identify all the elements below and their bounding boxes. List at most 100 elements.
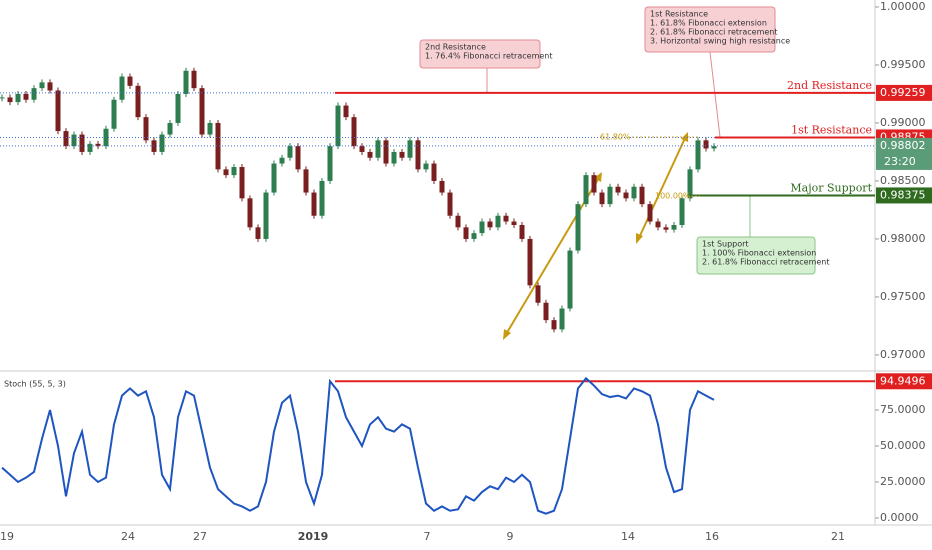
candle [623, 192, 629, 199]
x-tick-label: 7 [424, 530, 431, 543]
candle [511, 221, 517, 226]
candle [215, 122, 221, 170]
candle [455, 215, 461, 228]
candle [207, 122, 213, 135]
candle [519, 225, 525, 239]
candle [599, 192, 605, 205]
x-tick-label: 19 [0, 530, 14, 543]
candle [423, 163, 429, 170]
candle [63, 131, 69, 147]
candle [303, 169, 309, 193]
annotation-text: 2. 61.8% Fibonacci retracement [702, 258, 830, 267]
annotation-text: 1. 76.4% Fibonacci retracement [425, 52, 553, 61]
y-tick-label: 0.97500 [880, 290, 926, 303]
candle [647, 204, 653, 222]
candle [79, 134, 85, 152]
candle [39, 82, 45, 89]
annotation-text: 1. 61.8% Fibonacci extension [650, 19, 767, 28]
candle [87, 143, 93, 152]
candle [127, 76, 133, 86]
candle [359, 146, 365, 152]
candle [95, 143, 101, 147]
y-tick-label: 0.99000 [880, 116, 926, 129]
candle [383, 140, 389, 164]
candle [351, 117, 357, 147]
stoch-level-value: 94.9496 [880, 374, 926, 387]
x-tick-label: 21 [831, 530, 845, 543]
candle [639, 186, 645, 205]
candle [575, 204, 581, 251]
candle [311, 192, 317, 216]
candle [463, 227, 469, 239]
y-tick-label: 0.99500 [880, 58, 926, 71]
annotation-pointer [709, 51, 721, 138]
candle [135, 85, 141, 118]
candle [279, 157, 285, 164]
x-tick-label: 2019 [298, 530, 329, 543]
candle [143, 117, 149, 141]
level-box [876, 187, 932, 204]
x-tick-label: 14 [621, 530, 635, 543]
candle [263, 192, 269, 239]
candle [343, 105, 349, 118]
candle [415, 140, 421, 170]
candle [119, 76, 125, 100]
candle [407, 140, 413, 158]
candle [335, 105, 341, 147]
stoch-level-box [876, 373, 932, 390]
x-tick-label: 24 [121, 530, 135, 543]
candle [391, 151, 397, 164]
candle [471, 233, 477, 239]
annotation-text: 1st Resistance [650, 10, 708, 19]
candle [535, 285, 541, 303]
candle [191, 70, 197, 89]
candle [199, 88, 205, 135]
candle [487, 221, 493, 228]
candle [591, 175, 597, 193]
x-tick-label: 16 [705, 530, 719, 543]
level-value: 0.98375 [880, 188, 926, 201]
candle [551, 320, 557, 330]
candle [687, 169, 693, 199]
candle [615, 186, 621, 193]
last-price-box [876, 137, 932, 170]
candle [231, 167, 237, 176]
fib-label: 100.00% [655, 192, 691, 201]
candle [367, 151, 373, 158]
candle [23, 93, 29, 100]
countdown: 23:20 [884, 155, 916, 168]
candle [431, 163, 437, 181]
candle [711, 146, 717, 149]
candle [271, 163, 277, 193]
candle [319, 180, 325, 216]
x-tick-label: 9 [507, 530, 514, 543]
annotation-box [419, 39, 541, 69]
y-tick-label: 0.97000 [880, 348, 926, 361]
annotation-text: 1. 100% Fibonacci extension [702, 249, 816, 258]
candle [703, 140, 709, 149]
stoch-line [1, 376, 715, 515]
candle [175, 93, 181, 123]
candle [495, 215, 501, 228]
candle [527, 238, 533, 286]
candle [47, 82, 53, 91]
candle [295, 146, 301, 170]
y-tick-label: 0.98000 [880, 232, 926, 245]
candle [503, 215, 509, 222]
candle [583, 175, 589, 205]
annotation-text: 2. 61.8% Fibonacci retracement [650, 28, 778, 37]
candle [439, 180, 445, 193]
annotation-text: 2nd Resistance [425, 43, 486, 52]
candle [167, 122, 173, 135]
level-box [876, 84, 932, 101]
candle [655, 221, 661, 228]
candle [7, 97, 13, 103]
y-tick-label: 75.0000 [880, 403, 926, 416]
candle [55, 90, 61, 132]
candle [287, 146, 293, 158]
last-price: 0.98802 [880, 139, 926, 152]
y-tick-label: 25.0000 [880, 475, 926, 488]
candle [327, 146, 333, 181]
annotation-box [644, 6, 776, 53]
level-name: 2nd Resistance [787, 79, 872, 92]
